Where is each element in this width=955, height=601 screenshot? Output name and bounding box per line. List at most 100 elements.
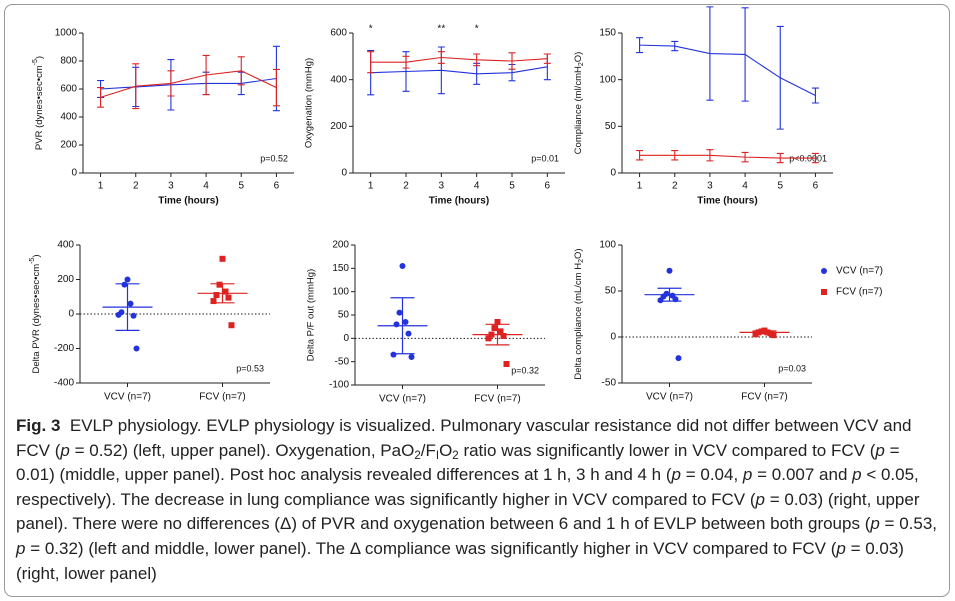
y-tick-label: 100 (599, 74, 616, 85)
point (402, 319, 409, 325)
y-tick-label: 400 (57, 240, 74, 251)
error-bar (132, 63, 140, 110)
point (130, 312, 137, 319)
x-tick-label: VCV (n=7) (104, 392, 151, 403)
point (396, 309, 403, 316)
y-tick-label: -400 (54, 378, 74, 389)
caption: Fig. 3 EVLP physiology. EVLP physiology … (16, 414, 942, 586)
y-tick-label: 50 (605, 121, 617, 132)
y-label: Delta P/F out (mmHg) (306, 269, 317, 361)
x-tick-label: 4 (742, 181, 748, 192)
error-bar (402, 55, 410, 69)
y-tick-label: 50 (338, 310, 350, 321)
point (222, 288, 229, 295)
caption-text: p (852, 465, 862, 485)
caption-text: p (60, 440, 70, 460)
caption-text: = 0.007 and (752, 465, 853, 485)
caption-text: 2 (414, 449, 421, 462)
error-bar (671, 40, 679, 52)
y-tick-label: 0 (343, 333, 349, 344)
caption-text: p (742, 465, 753, 485)
y-label-part: 2 (578, 62, 585, 66)
significance: ** (437, 24, 445, 35)
y-tick-label: -50 (602, 378, 617, 389)
legend-marker (821, 289, 827, 295)
y-tick-label: 200 (60, 140, 77, 151)
line (100, 77, 277, 90)
error-bar (272, 68, 280, 107)
point (213, 292, 220, 299)
y-tick-label: 0 (341, 168, 347, 179)
error-bar (636, 150, 644, 161)
x-tick-label: 2 (133, 181, 139, 192)
point (491, 325, 498, 332)
point (225, 294, 232, 301)
point (770, 332, 777, 339)
y-label: PVR (dynes•sec•cm-5) (32, 56, 44, 150)
caption-text: p (755, 489, 765, 509)
error-bar (210, 283, 235, 304)
y-tick-label: 400 (60, 112, 77, 123)
x-tick-label: FCV (n=7) (741, 392, 787, 403)
x-label: Time (hours) (697, 196, 757, 207)
point (494, 319, 501, 325)
y-label-part: PVR (dynes•sec•cm (34, 65, 45, 150)
error-bar (202, 54, 210, 96)
error-bar (811, 152, 819, 164)
point (666, 267, 673, 274)
y-tick-label: 600 (330, 28, 347, 39)
error-bar (671, 150, 679, 161)
point (124, 276, 131, 283)
caption-text: EVLP physiology. EVLP physiology is visu… (16, 416, 912, 460)
error-bar (752, 330, 777, 335)
legend-label: FCV (n=7) (836, 287, 882, 298)
error-bar (636, 37, 644, 54)
error-bar (97, 87, 105, 108)
line (100, 70, 277, 98)
x-tick-label: FCV (n=7) (199, 392, 245, 403)
point (500, 333, 507, 339)
caption-text: = 0.03) (right, upper panel). There were… (16, 489, 920, 534)
x-tick-label: FCV (n=7) (474, 394, 520, 405)
y-tick-label: 0 (68, 309, 74, 320)
y-tick-label: 0 (610, 168, 616, 179)
x-tick-label: 2 (672, 181, 678, 192)
point (115, 311, 122, 318)
error-bar (741, 7, 749, 102)
significance: * (475, 24, 479, 35)
y-tick-label: 0 (610, 332, 616, 343)
caption-text: = 0.52) (left, upper panel). Oxygenation… (69, 440, 415, 460)
x-tick-label: 5 (509, 181, 515, 192)
line (639, 44, 816, 97)
point (399, 263, 406, 269)
x-tick-label: VCV (n=7) (379, 394, 426, 405)
p-value: p=0.01 (531, 153, 559, 163)
caption-text: O (439, 440, 453, 460)
caption-text: = 0.01) (middle, upper panel). Post hoc … (16, 440, 900, 485)
y-label: Delta compliance (mL/cm H2O) (573, 248, 586, 379)
line (370, 56, 548, 63)
line (370, 66, 548, 75)
x-tick-label: VCV (n=7) (646, 392, 693, 403)
point (228, 322, 235, 329)
p-value: p=0.52 (260, 153, 288, 163)
y-label-part: O) (573, 248, 584, 259)
error-bar (437, 51, 445, 64)
error-bar (776, 152, 784, 164)
caption-text: p (875, 440, 885, 460)
caption-text: p (836, 538, 846, 558)
p-value: p=0.53 (236, 363, 264, 373)
y-label-part: ) (34, 56, 45, 59)
y-label-part: -5 (32, 59, 39, 65)
y-tick-label: -100 (329, 380, 349, 391)
x-tick-label: 6 (545, 181, 551, 192)
point (405, 330, 412, 337)
error-bar (367, 51, 375, 74)
caption-text: I (435, 449, 440, 462)
y-tick-label: 600 (60, 84, 77, 95)
x-tick-label: 6 (813, 181, 819, 192)
error-bar (167, 70, 175, 97)
x-tick-label: 3 (439, 181, 445, 192)
p-value: p=0.32 (511, 365, 539, 375)
x-label: Time (hours) (429, 196, 489, 207)
